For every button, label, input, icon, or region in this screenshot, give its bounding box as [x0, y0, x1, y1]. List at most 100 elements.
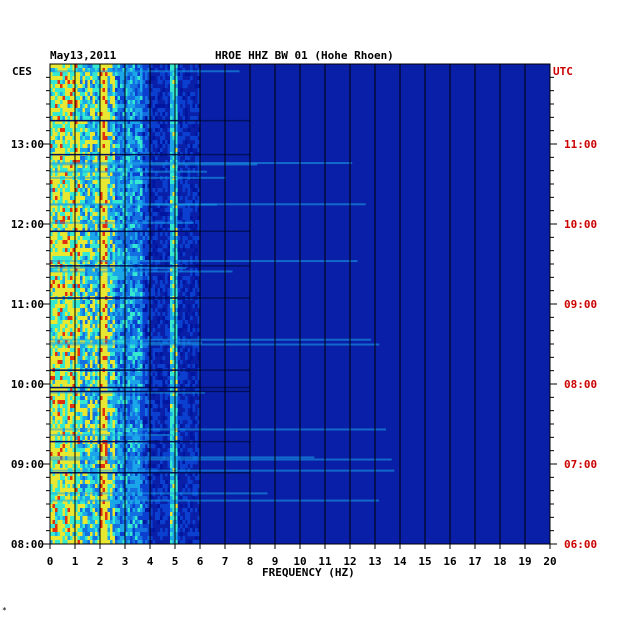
heatmap-cell: [130, 424, 133, 429]
heatmap-cell: [97, 192, 101, 197]
heatmap-cell: [120, 384, 123, 389]
heatmap-cell: [57, 372, 61, 377]
heatmap-cell: [110, 308, 113, 313]
heatmap-cell: [50, 280, 53, 285]
heatmap-cell: [60, 376, 63, 381]
heatmap-cell: [97, 348, 101, 353]
heatmap-cell: [117, 268, 121, 273]
heatmap-cell: [62, 224, 66, 229]
heatmap-cell: [117, 92, 121, 97]
heatmap-cell: [160, 240, 163, 245]
heatmap-cell: [80, 400, 83, 405]
heatmap-cell: [80, 332, 83, 337]
heatmap-cell: [85, 332, 88, 337]
heatmap-cell: [65, 76, 68, 81]
heatmap-cell: [135, 116, 138, 121]
heatmap-cell: [60, 128, 63, 133]
heatmap-cell: [115, 348, 118, 353]
heatmap-cell: [70, 396, 73, 401]
heatmap-cell: [92, 328, 96, 333]
heatmap-cell: [165, 168, 168, 173]
heatmap-cell: [65, 180, 68, 185]
heatmap-cell: [82, 284, 86, 289]
heatmap-cell: [137, 300, 141, 305]
heatmap-cell: [65, 328, 68, 333]
heatmap-cell: [120, 316, 123, 321]
heatmap-cell: [140, 208, 143, 213]
heatmap-cell: [60, 312, 63, 317]
heatmap-cell: [57, 200, 61, 205]
heatmap-cell: [102, 76, 106, 81]
heatmap-cell: [60, 104, 63, 109]
heatmap-cell: [147, 420, 151, 425]
heatmap-cell: [65, 68, 68, 73]
heatmap-cell: [115, 352, 118, 357]
heatmap-cell: [112, 112, 116, 117]
heatmap-cell: [142, 348, 146, 353]
heatmap-cell: [90, 328, 93, 333]
heatmap-cell: [87, 364, 91, 369]
heatmap-cell: [85, 400, 88, 405]
heatmap-cell: [120, 140, 123, 145]
heatmap-cell: [85, 120, 88, 125]
heatmap-cell: [160, 148, 163, 153]
heatmap-cell: [55, 376, 58, 381]
heatmap-cell: [185, 180, 188, 185]
heatmap-cell: [132, 224, 136, 229]
heatmap-cell: [80, 132, 83, 137]
heatmap-cell: [90, 308, 93, 313]
heatmap-cell: [55, 356, 58, 361]
heatmap-cell: [60, 284, 63, 289]
heatmap-cell: [122, 424, 126, 429]
heatmap-cell: [120, 420, 123, 425]
heatmap-cell: [97, 136, 101, 141]
heatmap-cell: [77, 292, 81, 297]
heatmap-cell: [97, 124, 101, 129]
heatmap-cell: [145, 180, 148, 185]
heatmap-cell: [117, 136, 121, 141]
heatmap-cell: [67, 424, 71, 429]
heatmap-cell: [65, 284, 68, 289]
heatmap-cell: [50, 112, 53, 117]
heatmap-cell: [182, 84, 186, 89]
heatmap-cell: [172, 324, 176, 329]
heatmap-cell: [150, 144, 153, 149]
heatmap-cell: [155, 104, 158, 109]
heatmap-cell: [105, 216, 108, 221]
heatmap-cell: [50, 212, 53, 217]
heatmap-cell: [170, 76, 173, 81]
heatmap-cell: [140, 228, 143, 233]
heatmap-cell: [112, 352, 116, 357]
heatmap-cell: [65, 96, 68, 101]
heatmap-cell: [95, 96, 98, 101]
heatmap-cell: [182, 404, 186, 409]
heatmap-cell: [175, 352, 178, 357]
heatmap-cell: [105, 352, 108, 357]
heatmap-cell: [172, 204, 176, 209]
heatmap-cell: [135, 140, 138, 145]
heatmap-cell: [65, 240, 68, 245]
heatmap-cell: [130, 136, 133, 141]
heatmap-cell: [175, 324, 178, 329]
heatmap-cell: [190, 388, 193, 393]
heatmap-cell: [122, 328, 126, 333]
heatmap-cell: [97, 164, 101, 169]
heatmap-cell: [170, 188, 173, 193]
heatmap-cell: [65, 216, 68, 221]
heatmap-cell: [77, 132, 81, 137]
heatmap-cell: [67, 88, 71, 93]
heatmap-cell: [132, 80, 136, 85]
heatmap-cell: [127, 416, 131, 421]
heatmap-cell: [52, 240, 56, 245]
heatmap-cell: [92, 380, 96, 385]
heatmap-cell: [122, 80, 126, 85]
heatmap-cell: [155, 280, 158, 285]
heatmap-cell: [72, 448, 76, 453]
heatmap-cell: [112, 436, 116, 441]
heatmap-cell: [172, 188, 176, 193]
heatmap-cell: [82, 144, 86, 149]
heatmap-cell: [135, 108, 138, 113]
heatmap-cell: [142, 252, 146, 257]
heatmap-cell: [147, 260, 151, 265]
heatmap-cell: [170, 212, 173, 217]
